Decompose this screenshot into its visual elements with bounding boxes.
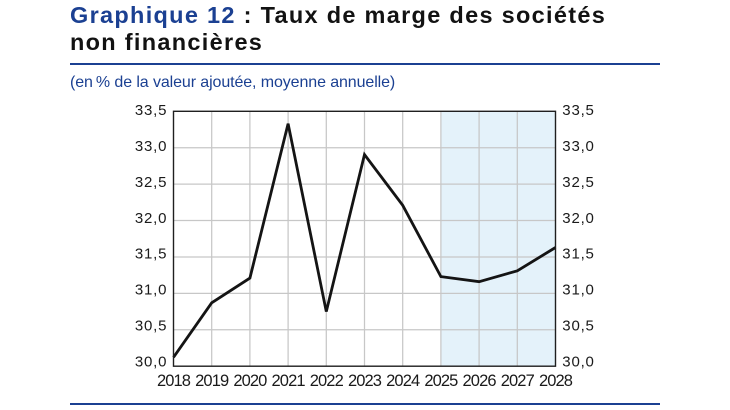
svg-text:31,0: 31,0 — [562, 282, 594, 299]
svg-text:33,5: 33,5 — [135, 102, 167, 119]
svg-text:31,5: 31,5 — [135, 246, 167, 263]
svg-text:32,5: 32,5 — [562, 174, 594, 191]
svg-text:32,0: 32,0 — [135, 210, 167, 227]
svg-text:33,0: 33,0 — [562, 138, 594, 155]
svg-text:33,5: 33,5 — [562, 102, 594, 119]
svg-text:31,0: 31,0 — [135, 282, 167, 299]
svg-text:2022: 2022 — [310, 372, 344, 390]
svg-text:32,0: 32,0 — [562, 210, 594, 227]
svg-text:2025: 2025 — [424, 372, 458, 390]
svg-text:2024: 2024 — [386, 372, 420, 390]
svg-text:30,0: 30,0 — [562, 353, 594, 370]
svg-text:2020: 2020 — [233, 372, 267, 390]
svg-text:2018: 2018 — [157, 372, 191, 390]
svg-text:31,5: 31,5 — [562, 246, 594, 263]
svg-text:2019: 2019 — [195, 372, 229, 390]
svg-text:30,0: 30,0 — [135, 353, 167, 370]
svg-text:2021: 2021 — [272, 372, 306, 390]
svg-text:2023: 2023 — [348, 372, 382, 390]
svg-text:2026: 2026 — [463, 372, 497, 390]
svg-text:2027: 2027 — [501, 372, 535, 390]
svg-text:30,5: 30,5 — [562, 318, 594, 335]
svg-text:30,5: 30,5 — [135, 318, 167, 335]
svg-text:32,5: 32,5 — [135, 174, 167, 191]
svg-text:2028: 2028 — [539, 372, 573, 390]
svg-text:33,0: 33,0 — [135, 138, 167, 155]
